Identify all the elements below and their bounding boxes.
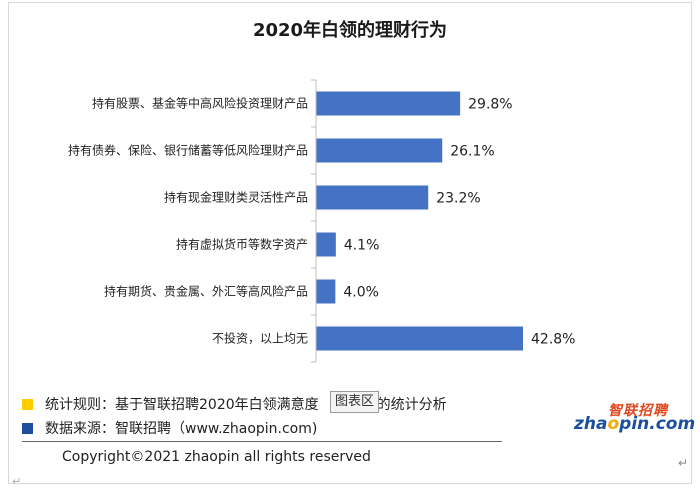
value-label: 29.8%: [468, 97, 512, 113]
footer-rule-line: 统计规则：基于智联招聘2020年白领满意度 的统计分析: [22, 394, 447, 414]
footer-source-text: 数据来源：智联招聘（www.zhaopin.com): [45, 421, 318, 437]
value-label: 23.2%: [436, 191, 480, 207]
value-label: 4.0%: [343, 285, 379, 301]
bar: [316, 185, 429, 210]
bar: [316, 279, 336, 304]
footer-source-line: 数据来源：智联招聘（www.zhaopin.com): [22, 418, 317, 438]
blue-square-icon: [22, 422, 33, 434]
value-label: 4.1%: [344, 238, 380, 254]
logo-cn-text: 智联招聘: [608, 403, 668, 419]
footer-divider: [22, 441, 502, 442]
bar: [316, 326, 523, 351]
category-label: 持有股票、基金等中高风险投资理财产品: [92, 96, 308, 111]
zhaopin-logo: 智联招聘 zhaopin.com: [574, 400, 695, 436]
category-label: 持有现金理财类灵活性产品: [164, 190, 308, 205]
bar: [316, 138, 443, 163]
chart-area-tooltip: 图表区: [330, 391, 380, 413]
footer-rule-text: 统计规则：基于智联招聘2020年白领满意度: [45, 397, 319, 413]
return-mark-icon: ↵: [677, 456, 688, 470]
category-label: 持有虚拟货币等数字资产: [176, 237, 308, 252]
value-label: 42.8%: [531, 332, 575, 348]
category-label: 持有期货、贵金属、外汇等高风险产品: [104, 284, 308, 299]
category-label: 持有债券、保险、银行储蓄等低风险理财产品: [68, 143, 308, 158]
chart-frame: [8, 2, 692, 484]
category-label: 不投资，以上均无: [212, 331, 308, 346]
footer-rule-text-tail: 的统计分析: [376, 397, 447, 413]
logo-en-text: zhaopin.com: [574, 414, 696, 434]
corner-mark-icon: ↵: [12, 475, 22, 488]
copyright-text: Copyright©2021 zhaopin all rights reserv…: [62, 449, 371, 465]
yellow-square-icon: [22, 398, 33, 410]
value-label: 26.1%: [450, 144, 494, 160]
bar: [316, 232, 336, 257]
bar: [316, 91, 461, 116]
chart-title: 2020年白领的理财行为: [252, 20, 448, 41]
